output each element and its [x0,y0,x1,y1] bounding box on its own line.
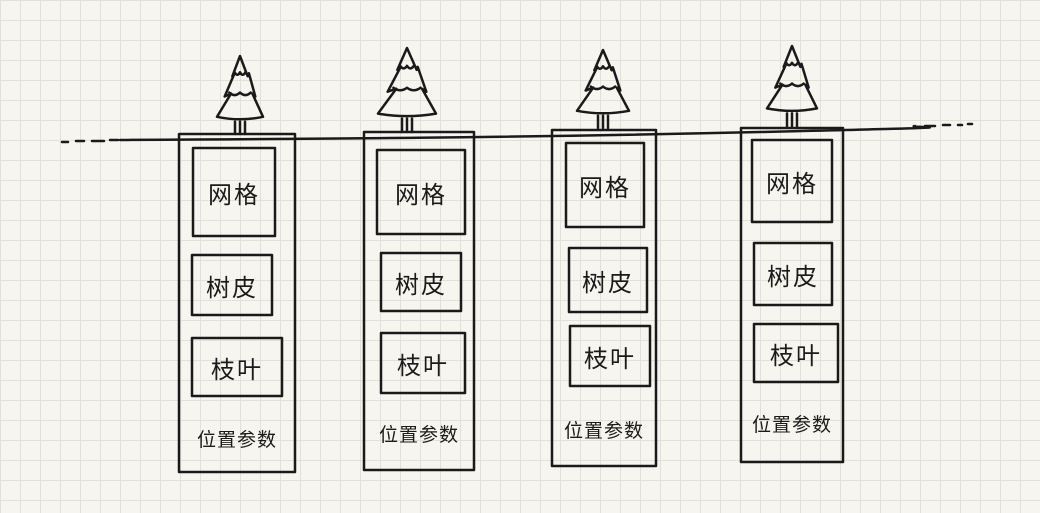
tree-1-icon [215,54,265,121]
column-4-footer-label: 位置参数 [752,414,833,436]
column-3-mesh-label: 网格 [579,173,631,202]
column-1-leaves-label: 枝叶 [211,355,263,384]
column-4-bark-box [752,241,834,307]
column-2-footer-label: 位置参数 [379,424,460,446]
tree-4-snow-1 [784,61,800,67]
column-4-leaves-box [752,322,840,384]
tree-2-snow-2 [392,86,422,92]
column-3-mesh-box [564,141,646,229]
column-4-leaves-label: 枝叶 [770,341,822,370]
tree-1-snow-2 [228,91,252,97]
column-4-container [739,126,845,464]
tree-1-trunk [233,120,247,136]
column-1-bark-box [190,253,274,317]
column-2-mesh-box [375,148,467,236]
column-2-leaves-box [379,331,467,395]
column-3-container [550,128,658,468]
tree-2-trunk [400,117,414,134]
column-1-bark-label: 树皮 [206,273,258,302]
tree-3-snow-1 [595,65,611,70]
column-4-mesh-box [750,138,834,224]
column-3-leaves-box [568,324,652,388]
ground-line-dash-left [60,138,120,144]
tree-2-snow-1 [398,64,416,70]
column-4-bark-label: 树皮 [767,262,819,291]
tree-2-icon [376,46,438,118]
tree-4-icon [765,44,819,113]
tree-3-snow-2 [589,85,617,91]
column-3-bark-box [567,246,649,314]
ground-line-dash-right [923,122,974,128]
column-1-container [177,132,297,474]
column-3-leaves-label: 枝叶 [584,344,636,373]
column-1-leaves-box [190,336,284,398]
tree-1-snow-1 [233,71,247,76]
column-2-container [362,130,476,472]
tree-4-trunk [785,112,799,128]
column-1-mesh-label: 网格 [208,180,260,209]
tree-3-icon [575,48,631,115]
column-1-mesh-box [191,146,277,238]
tree-4-snow-2 [779,82,805,88]
column-2-bark-label: 树皮 [395,270,447,299]
column-3-bark-label: 树皮 [582,268,634,297]
tree-3-trunk [596,114,610,130]
column-2-mesh-label: 网格 [395,180,447,209]
column-3-footer-label: 位置参数 [564,420,645,442]
column-1-footer-label: 位置参数 [197,429,278,451]
column-4-mesh-label: 网格 [766,169,818,198]
column-2-bark-box [379,251,463,313]
column-2-leaves-label: 枝叶 [397,351,449,380]
